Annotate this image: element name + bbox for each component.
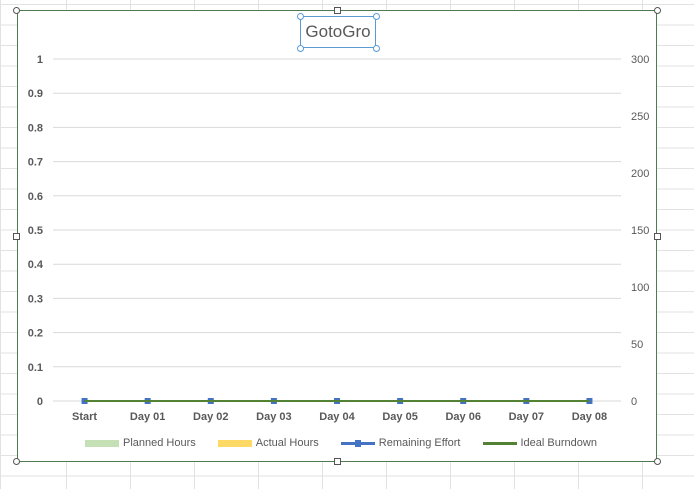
resize-handle-top[interactable] bbox=[334, 7, 341, 14]
resize-handle-bottom-left[interactable] bbox=[13, 458, 20, 465]
title-handle[interactable] bbox=[373, 45, 380, 52]
legend-item-remaining: Remaining Effort bbox=[340, 437, 461, 449]
legend-swatch-planned bbox=[85, 439, 119, 447]
x-tick-label: Day 07 bbox=[509, 411, 544, 423]
resize-handle-bottom-right[interactable] bbox=[654, 458, 661, 465]
chart-title: GotoGro bbox=[305, 22, 371, 41]
legend-item-ideal: Ideal Burndown bbox=[482, 437, 597, 449]
y-right-tick-label: 0 bbox=[631, 396, 637, 408]
legend-label-planned: Planned Hours bbox=[123, 437, 196, 449]
x-tick-label: Day 08 bbox=[572, 411, 607, 423]
y-left-tick-label: 0.8 bbox=[28, 122, 43, 134]
y-right-tick-label: 150 bbox=[631, 225, 649, 237]
y-right-tick-label: 50 bbox=[631, 339, 643, 351]
chart-title-box[interactable]: GotoGro bbox=[300, 16, 376, 48]
x-tick-label: Day 02 bbox=[193, 411, 228, 423]
legend-item-planned: Planned Hours bbox=[85, 437, 196, 449]
legend-swatch-ideal bbox=[482, 441, 517, 445]
y-right-tick-label: 250 bbox=[631, 111, 649, 123]
y-right-tick-label: 100 bbox=[631, 282, 649, 294]
y-right-tick-label: 200 bbox=[631, 168, 649, 180]
y-left-tick-label: 0.1 bbox=[28, 362, 43, 374]
y-left-tick-label: 0 bbox=[37, 396, 43, 408]
y-left-tick-label: 0.7 bbox=[28, 157, 43, 169]
x-tick-label: Day 04 bbox=[319, 411, 355, 423]
y-left-tick-label: 0.4 bbox=[28, 259, 44, 271]
resize-handle-right[interactable] bbox=[654, 233, 661, 240]
y-left-tick-label: 0.2 bbox=[28, 328, 43, 340]
legend-label-remaining: Remaining Effort bbox=[378, 437, 461, 449]
y-left-tick-label: 0.3 bbox=[28, 293, 43, 305]
title-handle[interactable] bbox=[297, 45, 304, 52]
title-handle[interactable] bbox=[297, 13, 304, 20]
legend-swatch-actual bbox=[217, 439, 252, 447]
y-left-tick-label: 1 bbox=[37, 54, 43, 66]
resize-handle-left[interactable] bbox=[13, 233, 20, 240]
y-left-tick-label: 0.6 bbox=[28, 191, 43, 203]
y-left-tick-label: 0.9 bbox=[28, 88, 43, 100]
legend-label-actual: Actual Hours bbox=[255, 437, 319, 449]
legend-label-ideal: Ideal Burndown bbox=[520, 437, 597, 449]
legend-item-actual: Actual Hours bbox=[217, 437, 319, 449]
x-tick-label: Start bbox=[72, 411, 97, 423]
x-tick-label: Day 06 bbox=[445, 411, 480, 423]
resize-handle-bottom[interactable] bbox=[334, 458, 341, 465]
resize-handle-top-left[interactable] bbox=[13, 7, 20, 14]
x-tick-label: Day 05 bbox=[382, 411, 417, 423]
chart-legend[interactable]: Planned Hours Actual Hours Remaining Eff… bbox=[85, 435, 619, 451]
title-handle[interactable] bbox=[373, 13, 380, 20]
y-left-tick-label: 0.5 bbox=[28, 225, 43, 237]
y-right-tick-label: 300 bbox=[631, 54, 649, 66]
resize-handle-top-right[interactable] bbox=[654, 7, 661, 14]
x-tick-label: Day 03 bbox=[256, 411, 291, 423]
x-tick-label: Day 01 bbox=[130, 411, 165, 423]
legend-swatch-remaining bbox=[340, 439, 375, 447]
